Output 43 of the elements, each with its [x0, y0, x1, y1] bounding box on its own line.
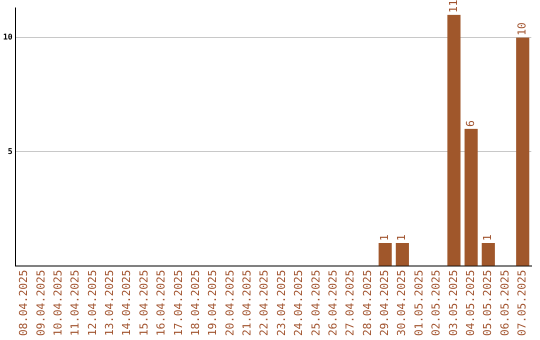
x-tick-label: 18.04.2025	[188, 270, 202, 336]
data-label: 11	[446, 0, 460, 13]
bar	[396, 242, 409, 266]
bar	[464, 128, 478, 266]
x-tick-label: 20.04.2025	[223, 270, 236, 336]
data-label: 1	[378, 234, 392, 241]
x-tick-label: 04.05.2025	[464, 270, 477, 336]
x-tick-label: 03.05.2025	[446, 270, 460, 336]
x-tick-label: 17.04.2025	[172, 270, 185, 336]
x-tick-label: 13.04.2025	[103, 270, 116, 336]
x-tick-label: 19.04.2025	[206, 270, 220, 336]
data-label: 1	[481, 234, 494, 241]
x-tick-label: 30.04.2025	[395, 270, 408, 336]
bar	[378, 242, 392, 266]
bar	[482, 242, 495, 266]
x-tick-label: 10.04.2025	[51, 270, 64, 336]
x-tick-label: 11.04.2025	[68, 270, 82, 336]
x-tick-label: 12.04.2025	[86, 270, 99, 336]
x-tick-label: 22.04.2025	[258, 270, 271, 336]
x-tick-label: 01.05.2025	[412, 270, 426, 336]
x-tick-label: 09.04.2025	[34, 270, 48, 336]
x-tick-label: 16.04.2025	[154, 270, 168, 336]
data-label: 6	[464, 120, 477, 127]
x-tick-label: 28.04.2025	[360, 270, 374, 336]
x-tick-label: 24.04.2025	[292, 270, 306, 336]
bar	[516, 38, 530, 266]
x-tick-label: 02.05.2025	[430, 270, 443, 336]
x-tick-label: 14.04.2025	[120, 270, 134, 336]
x-tick-label: 25.04.2025	[309, 270, 322, 336]
bar	[447, 14, 461, 266]
x-tick-label: 08.04.2025	[17, 270, 30, 336]
data-label: 10	[516, 22, 529, 36]
x-tick-label: 06.05.2025	[498, 270, 512, 336]
x-tick-label: 23.04.2025	[274, 270, 288, 336]
x-tick-label: 27.04.2025	[344, 270, 357, 336]
x-tick-label: 21.04.2025	[240, 270, 254, 336]
x-tick-label: 29.04.2025	[378, 270, 392, 336]
x-tick-label: 26.04.2025	[326, 270, 340, 336]
x-tick-label: 05.05.2025	[481, 270, 494, 336]
x-tick-label: 07.05.2025	[516, 270, 529, 336]
x-tick-label: 15.04.2025	[137, 270, 150, 336]
data-label: 1	[395, 234, 408, 241]
y-tick-label: 5	[8, 146, 13, 156]
